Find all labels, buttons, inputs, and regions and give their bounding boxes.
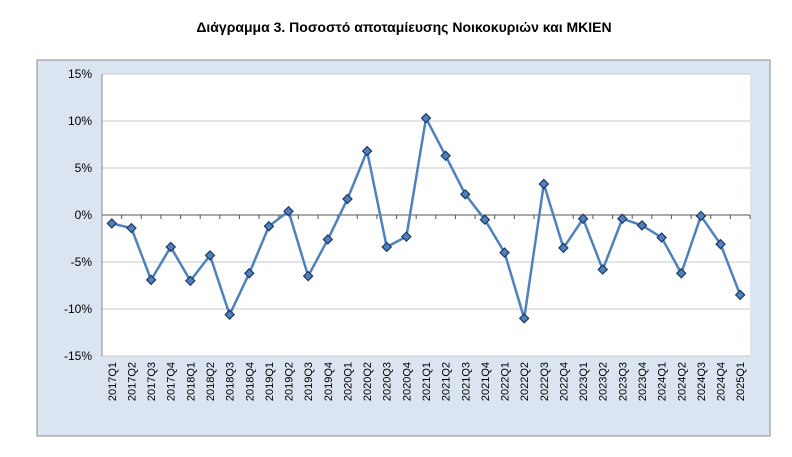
x-tick-label: 2017Q3 (146, 362, 158, 401)
data-point (165, 241, 177, 253)
x-tick-label: 2020Q2 (362, 362, 374, 401)
x-tick-label: 2023Q4 (637, 362, 649, 401)
chart-title: Διάγραμμα 3. Ποσοστό αποταμίευσης Νοικοκ… (196, 19, 611, 35)
x-tick-label: 2018Q3 (225, 362, 237, 401)
x-tick-label: 2022Q1 (500, 362, 512, 401)
data-point (499, 247, 510, 258)
data-point (558, 242, 569, 254)
x-tick-label: 2023Q2 (598, 362, 610, 401)
data-point (224, 309, 235, 320)
x-tick-label: 2023Q3 (617, 362, 629, 401)
data-point (617, 213, 628, 225)
data-point (342, 193, 353, 205)
data-point (420, 112, 432, 124)
data-point (263, 220, 275, 232)
data-point (459, 188, 471, 200)
data-point (381, 241, 393, 253)
x-tick-label: 2017Q1 (107, 362, 119, 401)
x-tick-label: 2021Q2 (441, 362, 453, 401)
x-tick-label: 2020Q4 (401, 362, 413, 401)
data-point (675, 267, 687, 279)
x-tick-label: 2022Q3 (539, 362, 551, 401)
data-point (597, 264, 609, 275)
x-tick-label: 2019Q1 (264, 362, 276, 401)
x-tick-label: 2019Q4 (323, 362, 335, 401)
data-point (538, 178, 550, 190)
data-point (185, 275, 196, 287)
x-tick-label: 2019Q3 (303, 362, 315, 401)
data-point (145, 274, 157, 286)
y-tick-label: -10% (64, 302, 92, 316)
data-point (322, 234, 334, 245)
data-point (440, 150, 451, 162)
data-point (243, 267, 255, 279)
x-tick-label: 2017Q4 (166, 362, 178, 401)
x-tick-label: 2022Q4 (558, 362, 570, 401)
data-point (479, 214, 491, 226)
x-tick-label: 2017Q2 (126, 362, 138, 401)
y-tick-label: 0% (75, 208, 93, 222)
x-tick-label: 2021Q3 (460, 362, 472, 401)
x-tick-label: 2018Q2 (205, 362, 217, 401)
data-point (577, 213, 589, 225)
data-point (126, 222, 137, 234)
y-tick-label: 10% (68, 114, 92, 128)
data-point (401, 231, 412, 242)
y-tick-label: 15% (68, 67, 92, 81)
data-point (106, 218, 118, 229)
y-tick-label: -5% (71, 255, 93, 269)
data-point (204, 250, 216, 261)
x-tick-label: 2019Q2 (284, 362, 296, 401)
x-tick-label: 2022Q2 (519, 362, 531, 401)
x-tick-label: 2020Q1 (342, 362, 354, 401)
data-point (656, 232, 667, 243)
data-point (518, 313, 530, 324)
x-tick-label: 2024Q2 (676, 362, 688, 401)
y-tick-label: -15% (64, 349, 92, 363)
data-point (636, 219, 648, 231)
x-tick-label: 2023Q1 (578, 362, 590, 401)
x-tick-label: 2018Q4 (244, 362, 256, 401)
x-tick-label: 2024Q1 (657, 362, 669, 401)
data-point (734, 289, 746, 301)
data-point (715, 238, 726, 250)
x-tick-label: 2021Q1 (421, 362, 433, 401)
x-tick-label: 2020Q3 (382, 362, 394, 401)
y-tick-label: 5% (75, 161, 93, 175)
x-tick-label: 2021Q4 (480, 362, 492, 401)
x-tick-label: 2018Q1 (185, 362, 197, 401)
data-point (695, 210, 707, 222)
data-point (283, 205, 294, 217)
x-tick-label: 2025Q1 (735, 362, 747, 401)
data-point (302, 270, 314, 282)
x-tick-label: 2024Q3 (696, 362, 708, 401)
x-tick-label: 2024Q4 (716, 362, 728, 401)
data-point (361, 145, 373, 157)
